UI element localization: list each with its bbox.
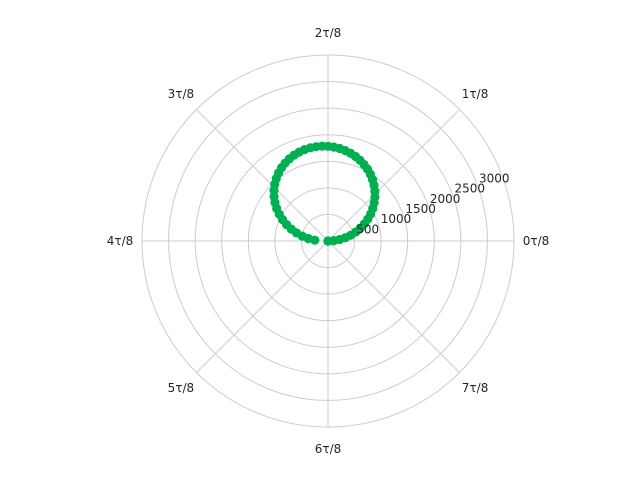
- radial-gridline: [221, 134, 435, 348]
- angular-tick-label: 7τ/8: [462, 381, 489, 395]
- radial-tick-label: 2500: [454, 182, 485, 196]
- data-layer: [269, 141, 380, 246]
- data-point: [323, 236, 333, 246]
- radial-tick-label: 1500: [405, 202, 436, 216]
- radial-gridline: [274, 187, 382, 295]
- angular-gridline: [327, 240, 460, 373]
- angular-gridline: [327, 109, 460, 242]
- angular-gridline: [196, 109, 329, 242]
- radial-gridline: [247, 160, 409, 322]
- angular-tick-label: 6τ/8: [315, 442, 342, 456]
- grid-layer: [141, 54, 515, 428]
- angular-tick-label: 4τ/8: [107, 234, 134, 248]
- radial-gridline: [168, 81, 488, 401]
- radial-tick-label: 500: [356, 222, 379, 236]
- radial-gridline: [141, 54, 515, 428]
- data-point: [310, 235, 320, 245]
- angular-tick-label: 2τ/8: [315, 26, 342, 40]
- radial-tick-label: 1000: [381, 212, 412, 226]
- angular-gridline: [196, 240, 329, 373]
- angular-tick-label: 3τ/8: [168, 87, 195, 101]
- radial-tick-label: 2000: [430, 192, 461, 206]
- angular-tick-label: 1τ/8: [462, 87, 489, 101]
- label-layer: 0τ/8 1τ/8 2τ/8 3τ/8 4τ/8 5τ/8 6τ/8 7τ/8 50010001…: [107, 26, 550, 456]
- radial-tick-label: 3000: [479, 171, 510, 185]
- angular-tick-label: 5τ/8: [168, 381, 195, 395]
- radial-gridline: [194, 107, 462, 375]
- angular-tick-label: 0τ/8: [523, 234, 550, 248]
- radial-gridline: [300, 213, 356, 269]
